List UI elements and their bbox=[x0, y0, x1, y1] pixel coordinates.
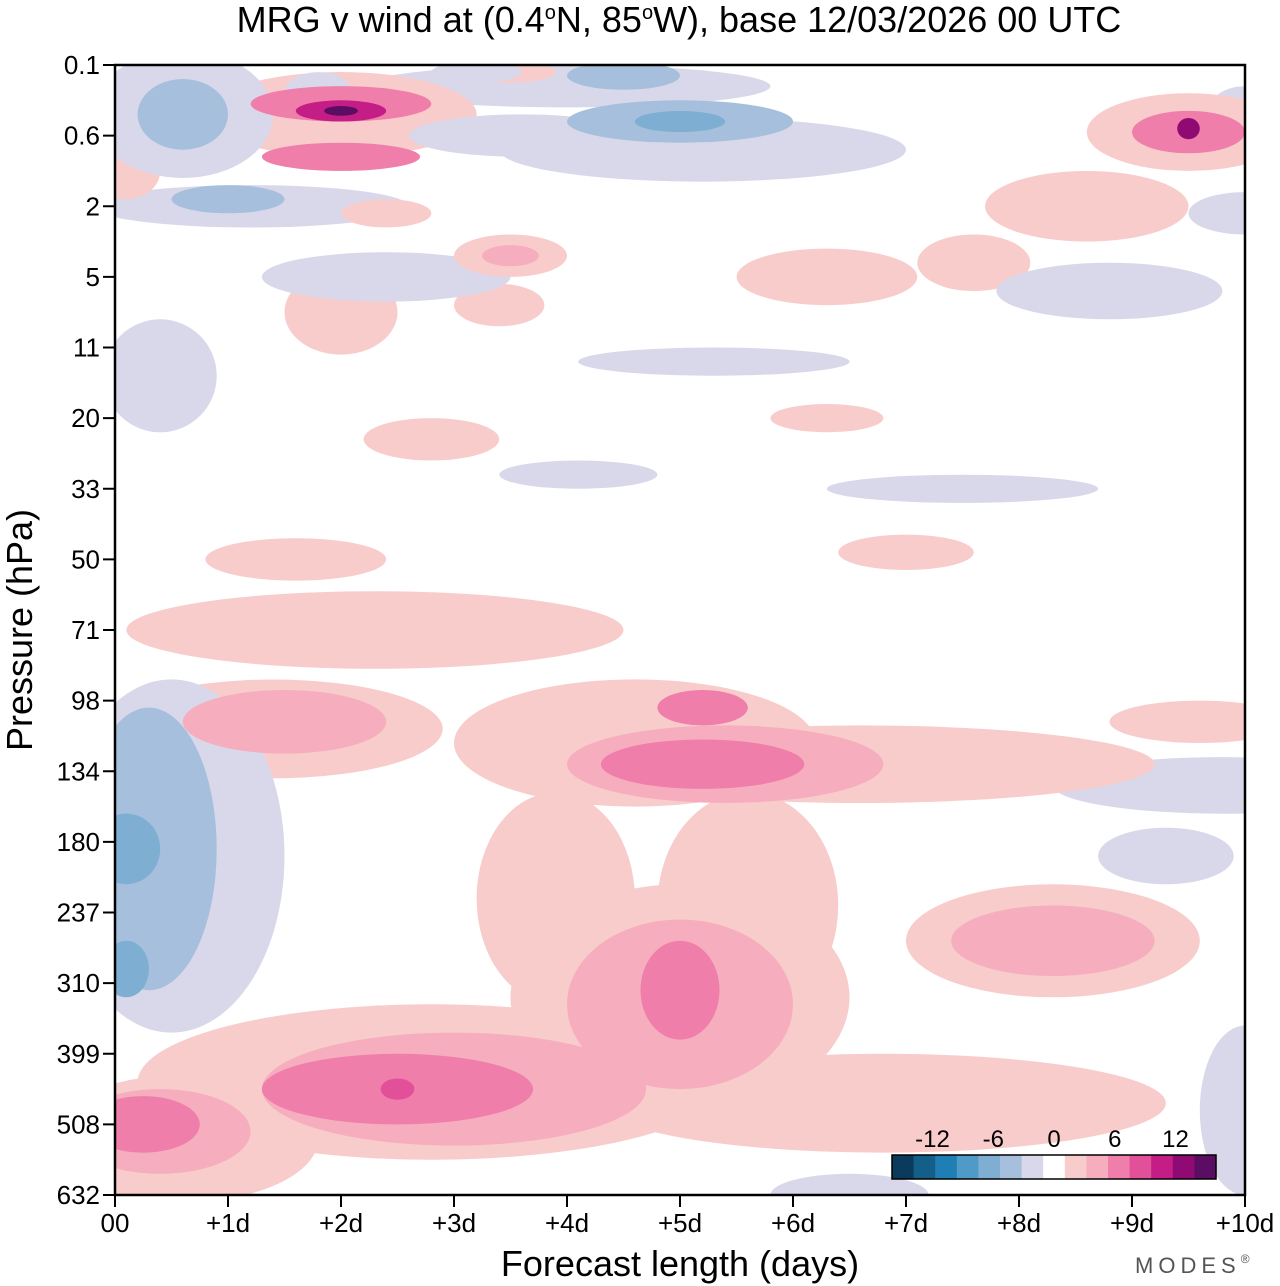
colorbar-swatch bbox=[892, 1155, 915, 1179]
positive-v-contour bbox=[600, 739, 805, 789]
x-tick-label: +3d bbox=[432, 1208, 476, 1238]
x-axis-label: Forecast length (days) bbox=[501, 1243, 859, 1284]
positive-v-contour bbox=[182, 690, 387, 754]
positive-v-contour bbox=[363, 418, 500, 461]
colorbar-swatch bbox=[935, 1155, 958, 1179]
negative-v-contour bbox=[115, 707, 217, 991]
negative-v-contour bbox=[499, 460, 658, 489]
colorbar-swatch bbox=[1108, 1155, 1131, 1179]
colorbar-swatch bbox=[1151, 1155, 1174, 1179]
colorbar-swatch bbox=[1086, 1155, 1109, 1179]
positive-v-contour bbox=[951, 905, 1155, 977]
colorbar-swatch bbox=[978, 1155, 1001, 1179]
positive-v-contour bbox=[380, 1078, 415, 1100]
positive-v-contour bbox=[324, 106, 358, 116]
y-tick-label: 310 bbox=[57, 968, 100, 998]
colorbar-swatch bbox=[1172, 1155, 1195, 1179]
colorbar-swatch bbox=[1000, 1155, 1023, 1179]
negative-v-contour bbox=[567, 65, 680, 90]
negative-v-contour bbox=[115, 813, 161, 885]
negative-v-contour bbox=[634, 110, 726, 133]
y-tick-label: 33 bbox=[71, 474, 100, 504]
y-tick-label: 632 bbox=[57, 1180, 100, 1210]
positive-v-contour bbox=[482, 245, 539, 267]
positive-v-contour bbox=[454, 283, 545, 327]
positive-v-contour bbox=[736, 248, 918, 306]
positive-v-contour bbox=[838, 534, 974, 570]
negative-v-contour bbox=[171, 185, 285, 214]
negative-v-contour bbox=[115, 940, 149, 998]
negative-v-contour bbox=[1199, 1025, 1245, 1195]
negative-v-contour bbox=[578, 347, 850, 376]
y-tick-label: 5 bbox=[86, 262, 100, 292]
x-tick-label: +5d bbox=[658, 1208, 702, 1238]
negative-v-contour bbox=[1188, 192, 1245, 235]
x-tick-label: +9d bbox=[1110, 1208, 1154, 1238]
contour-fills bbox=[115, 65, 1245, 1195]
negative-v-contour bbox=[1098, 827, 1234, 885]
colorbar: -12 -6 0 6 12 bbox=[891, 1126, 1217, 1180]
positive-v-contour bbox=[115, 1096, 200, 1153]
colorbar-swatch bbox=[1064, 1155, 1087, 1179]
y-tick-label: 11 bbox=[73, 333, 100, 363]
negative-v-contour bbox=[115, 319, 217, 433]
colorbar-swatch bbox=[1043, 1155, 1066, 1179]
negative-v-contour bbox=[261, 252, 511, 302]
y-tick-label: 0.6 bbox=[64, 121, 100, 151]
colorbar-label: 0 bbox=[1047, 1126, 1060, 1153]
colorbar-frame bbox=[891, 1154, 1217, 1180]
y-tick-label: 134 bbox=[57, 756, 100, 786]
positive-v-contour bbox=[770, 404, 884, 433]
negative-v-contour bbox=[431, 65, 522, 83]
x-tick-label: +10d bbox=[1216, 1208, 1275, 1238]
modes-logo: MODES® bbox=[1135, 1252, 1255, 1278]
colorbar-swatch bbox=[1194, 1155, 1217, 1179]
positive-v-contour bbox=[985, 171, 1189, 242]
x-tick-label: +1d bbox=[206, 1208, 250, 1238]
positive-v-contour bbox=[657, 690, 748, 726]
y-tick-label: 237 bbox=[57, 898, 100, 928]
y-tick-label: 98 bbox=[71, 686, 100, 716]
colorbar-swatch bbox=[1129, 1155, 1152, 1179]
negative-v-contour bbox=[137, 79, 228, 150]
y-tick-label: 508 bbox=[57, 1109, 100, 1139]
x-tick-label: +4d bbox=[545, 1208, 589, 1238]
colorbar-label: 12 bbox=[1162, 1126, 1189, 1153]
colorbar-swatch bbox=[913, 1155, 936, 1179]
x-tick-label: +6d bbox=[771, 1208, 815, 1238]
y-axis-label: Pressure (hPa) bbox=[0, 509, 40, 751]
negative-v-contour bbox=[826, 474, 1099, 503]
y-tick-label: 399 bbox=[57, 1039, 100, 1069]
colorbar-label: 6 bbox=[1108, 1126, 1121, 1153]
positive-v-contour bbox=[1177, 118, 1200, 140]
y-tick-label: 20 bbox=[71, 403, 100, 433]
positive-v-contour bbox=[205, 538, 387, 581]
positive-v-contour bbox=[1109, 700, 1245, 743]
x-tick-label: +8d bbox=[997, 1208, 1041, 1238]
y-tick-label: 50 bbox=[71, 544, 100, 574]
x-tick-label: +7d bbox=[884, 1208, 928, 1238]
positive-v-contour bbox=[341, 199, 432, 228]
colorbar-label: -6 bbox=[983, 1126, 1004, 1153]
colorbar-label: -12 bbox=[915, 1126, 950, 1153]
positive-v-contour bbox=[917, 234, 1031, 292]
negative-v-contour bbox=[770, 1173, 929, 1195]
x-tick-label: 00 bbox=[101, 1208, 130, 1238]
negative-v-contour bbox=[996, 262, 1223, 320]
y-tick-label: 180 bbox=[57, 827, 100, 857]
chart-title: MRG v wind at (0.4oN, 85oW), base 12/03/… bbox=[237, 0, 1122, 40]
colorbar-swatch bbox=[1021, 1155, 1044, 1179]
positive-v-contour bbox=[261, 142, 421, 171]
y-tick-label: 71 bbox=[71, 615, 100, 645]
y-tick-label: 0.1 bbox=[64, 50, 100, 80]
plot-area bbox=[113, 63, 1247, 1197]
x-axis: 00 +1d +2d +3d +4d +5d +6d +7d +8d +9d +10d bbox=[101, 1195, 1275, 1238]
x-tick-label: +2d bbox=[319, 1208, 363, 1238]
positive-v-contour bbox=[640, 940, 720, 1040]
y-tick-label: 2 bbox=[86, 191, 100, 221]
positive-v-contour bbox=[126, 591, 624, 669]
colorbar-swatch bbox=[956, 1155, 979, 1179]
y-axis: 0.1 0.6 2 5 11 20 33 50 71 98 134 180 237 310 399 508 63… bbox=[57, 50, 115, 1210]
